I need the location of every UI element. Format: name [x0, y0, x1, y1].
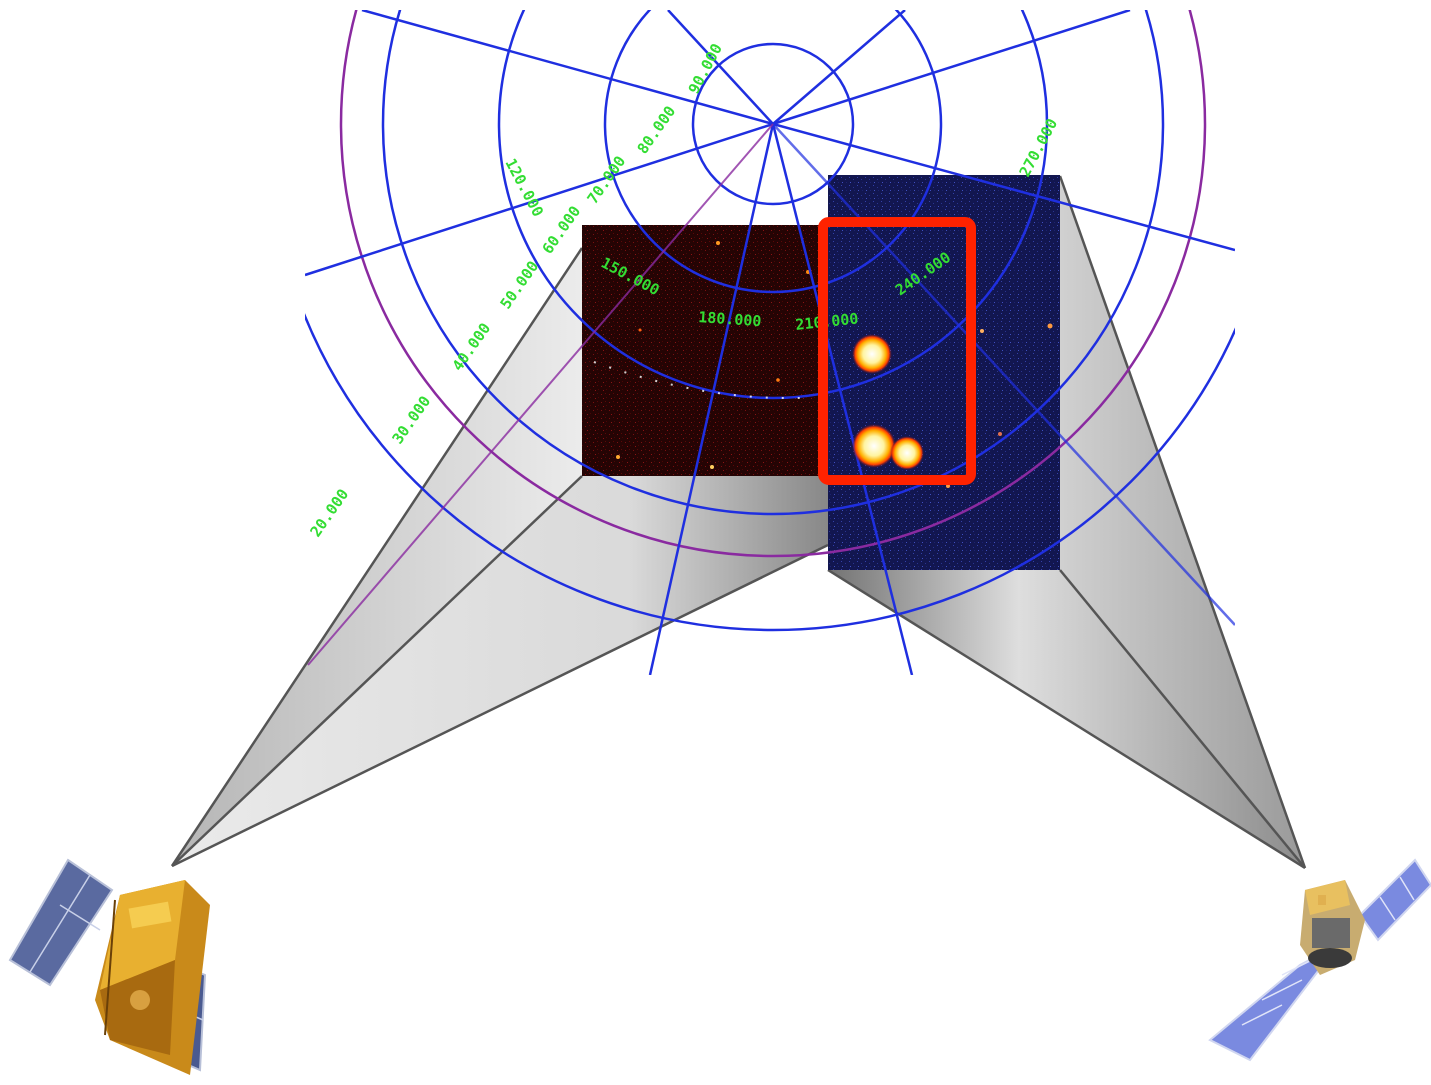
meridian-line: [772, 123, 1235, 626]
grid-circle: [497, 10, 1049, 400]
highlight-box: [818, 217, 976, 485]
grid-circle: [381, 10, 1165, 516]
meridian-line: [667, 10, 774, 125]
grid-circle: [603, 10, 943, 294]
coordinate-grid: [305, 10, 1235, 675]
grid-label: 20.000: [307, 486, 353, 541]
source-glow: [890, 436, 924, 470]
grid-circle: [691, 42, 855, 206]
ecliptic-line: [307, 123, 774, 666]
source-glow: [852, 424, 896, 468]
satellite-gold-icon: [8, 858, 210, 1075]
grid-label: 40.000: [449, 320, 495, 375]
source-glow: [852, 334, 892, 374]
left-field-of-view-beam: [170, 247, 829, 868]
grid-label: 90.000: [685, 41, 726, 97]
bright-sources: [852, 334, 924, 470]
meridian-line: [305, 122, 774, 277]
meridian-line: [772, 10, 906, 125]
right-field-of-view-beam: [827, 175, 1307, 870]
ecliptic-circle: [339, 10, 1207, 558]
grid-label: 30.000: [389, 393, 435, 448]
meridian-line: [772, 10, 1131, 126]
grid-label: 50.000: [497, 258, 543, 313]
grid-label: 270.000: [1016, 116, 1062, 180]
grid-circle: [305, 312, 1235, 632]
satellite-blue-panels-icon: [1208, 858, 1431, 1062]
grid-label: 180.000: [698, 308, 762, 330]
meridian-line: [772, 122, 1235, 252]
meridian-line: [648, 123, 775, 675]
grid-label: 80.000: [634, 103, 680, 158]
meridian-line: [771, 123, 914, 675]
meridian-line: [361, 10, 774, 126]
